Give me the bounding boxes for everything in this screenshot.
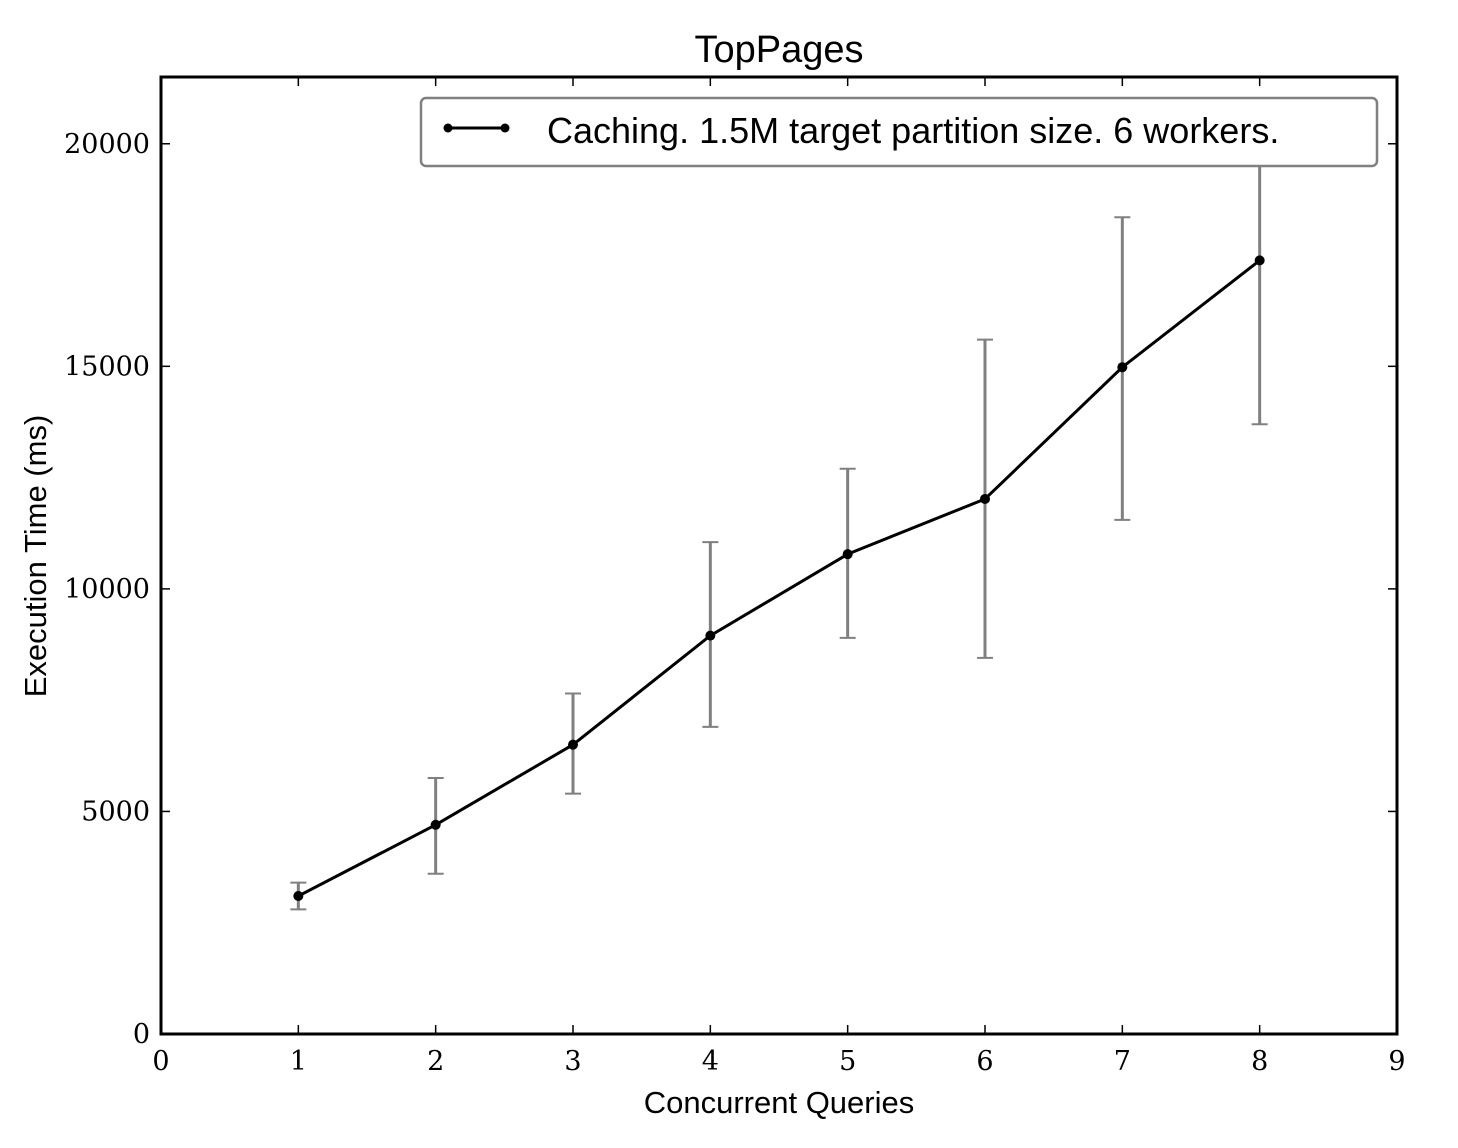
y-tick-label: 10000 (64, 574, 150, 605)
data-point (1117, 362, 1128, 373)
x-tick-label: 3 (564, 1046, 581, 1077)
data-point (705, 630, 716, 641)
legend: Caching. 1.5M target partition size. 6 w… (419, 96, 1379, 168)
x-tick-label: 9 (1388, 1046, 1405, 1077)
y-axis-label: Execution Time (ms) (18, 415, 53, 698)
data-point (842, 549, 853, 560)
legend-box (419, 96, 1379, 168)
x-tick-label: 4 (702, 1046, 719, 1077)
x-tick-label: 2 (427, 1046, 444, 1077)
x-tick-label: 6 (976, 1046, 993, 1077)
data-point (430, 819, 441, 830)
plot-frame (159, 75, 1399, 1036)
x-tick-label: 7 (1114, 1046, 1131, 1077)
x-axis-label: Concurrent Queries (644, 1085, 915, 1120)
data-point (980, 493, 990, 504)
x-tick-label: 8 (1251, 1046, 1268, 1077)
legend-marker-left (443, 123, 453, 133)
y-tick-label: 15000 (64, 351, 150, 382)
y-tick-label: 5000 (81, 796, 150, 827)
legend-label: Caching. 1.5M target partition size. 6 w… (547, 110, 1279, 151)
chart-title: TopPages (694, 29, 863, 71)
data-series (293, 255, 1265, 902)
legend-marker-right (500, 123, 510, 133)
data-point (568, 739, 578, 750)
data-point (1254, 255, 1265, 266)
error-bars (290, 98, 1268, 911)
series-line (297, 259, 1261, 898)
x-tick-label: 0 (152, 1046, 169, 1077)
data-point (293, 891, 304, 902)
x-tick-label: 1 (290, 1046, 307, 1077)
y-tick-label: 20000 (64, 129, 150, 160)
x-tick-label: 5 (839, 1046, 856, 1077)
y-tick-label: 0 (133, 1019, 150, 1050)
axis-ticks: 0 1 2 3 4 5 6 7 8 9 0 5000 10000 15000 20000 (64, 77, 1406, 1077)
